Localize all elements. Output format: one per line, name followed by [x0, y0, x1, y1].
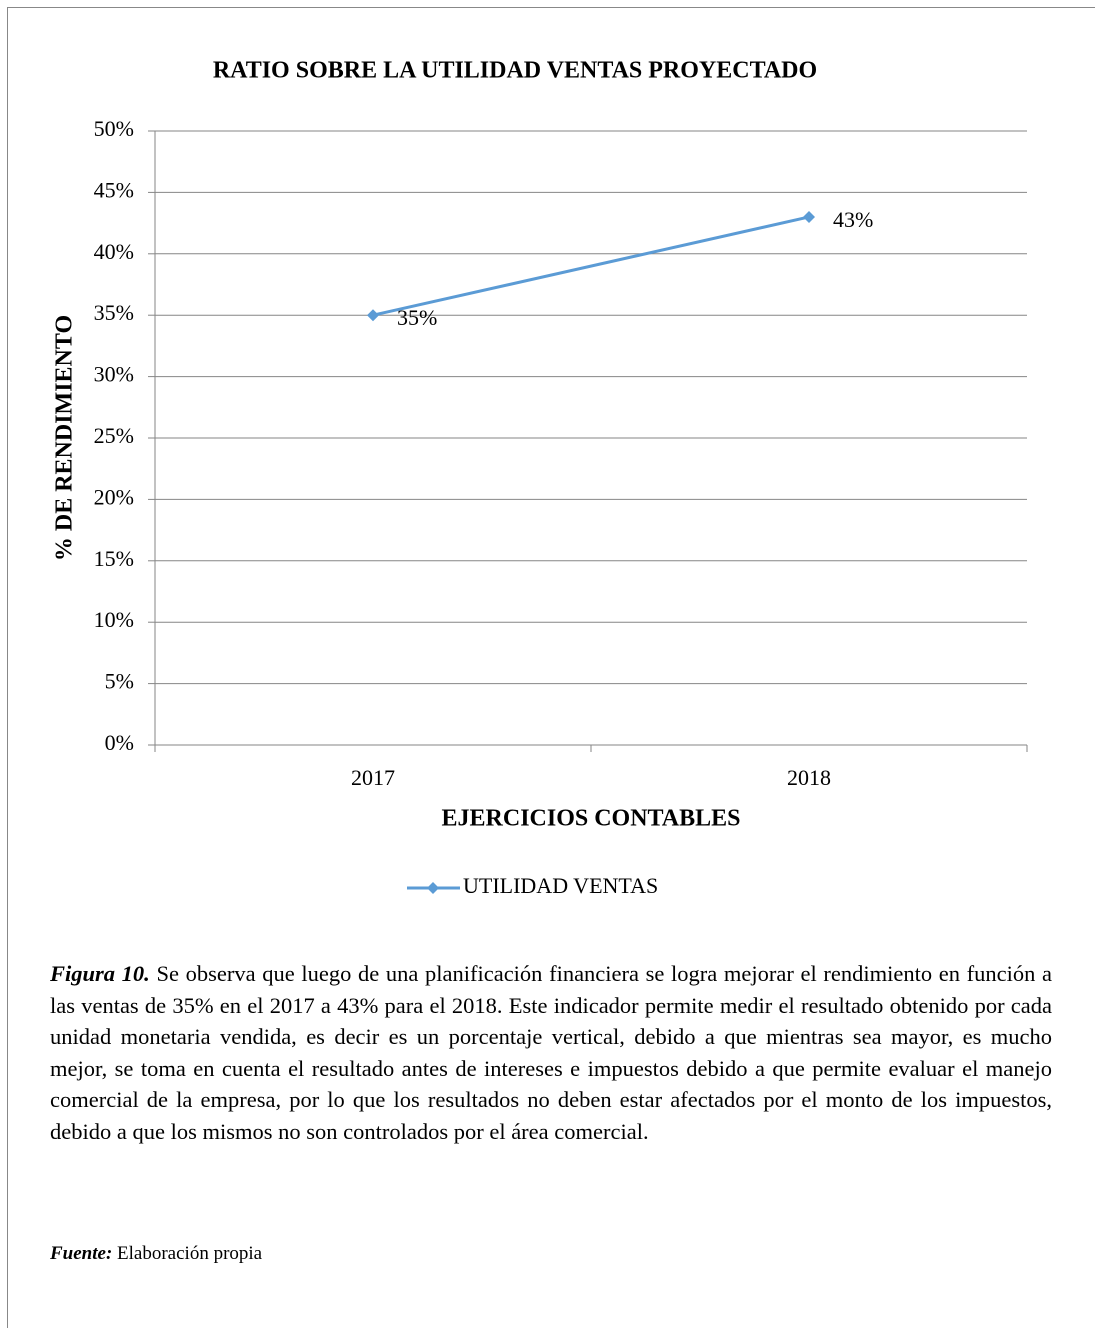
- y-tick-label: 25%: [94, 423, 134, 448]
- y-axis-label: % DE RENDIMIENTO: [52, 315, 78, 561]
- caption-label: Figura 10.: [50, 961, 150, 986]
- caption: Figura 10. Se observa que luego de una p…: [50, 958, 1052, 1147]
- data-label: 35%: [397, 305, 437, 330]
- y-tick-label: 45%: [94, 177, 134, 202]
- y-tick-label: 5%: [105, 669, 134, 694]
- legend-label: UTILIDAD VENTAS: [463, 873, 658, 898]
- chart-title: RATIO SOBRE LA UTILIDAD VENTAS PROYECTAD…: [213, 58, 817, 84]
- y-tick-label: 20%: [94, 484, 134, 509]
- x-axis-label: EJERCICIOS CONTABLES: [442, 806, 741, 832]
- x-tick-label: 2018: [787, 765, 831, 790]
- y-tick-label: 35%: [94, 300, 134, 325]
- frame: [7, 7, 1095, 1328]
- series-line: [372, 215, 810, 317]
- y-tick-label: 40%: [94, 239, 134, 264]
- source-text: Elaboración propia: [117, 1243, 263, 1264]
- caption-text: Se observa que luego de una planificació…: [50, 961, 1052, 1144]
- data-label: 43%: [833, 207, 873, 232]
- data-point: [803, 210, 815, 223]
- x-tick-label: 2017: [351, 765, 395, 790]
- y-tick-label: 30%: [94, 362, 134, 387]
- data-point: [367, 309, 379, 322]
- y-tick-label: 50%: [94, 116, 134, 141]
- y-tick-label: 10%: [94, 607, 134, 632]
- source-label: Fuente:: [50, 1243, 113, 1264]
- y-tick-label: 0%: [105, 730, 134, 755]
- source: Fuente: Elaboración propia: [50, 1243, 262, 1265]
- y-tick-label: 15%: [94, 546, 134, 571]
- legend-marker: [427, 882, 439, 894]
